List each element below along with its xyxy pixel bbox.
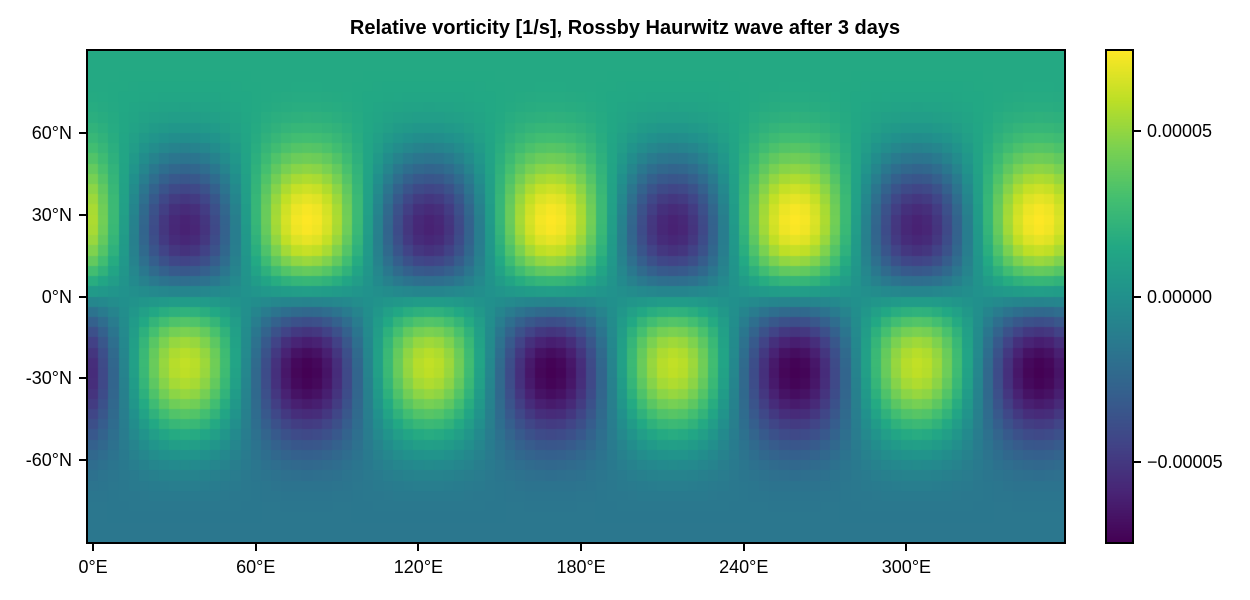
colorbar-gradient (1107, 51, 1132, 542)
y-tick-mark (79, 213, 86, 216)
y-tick-label: 30°N (31, 204, 72, 225)
x-tick-label: 0°E (78, 557, 108, 577)
x-tick-mark (905, 544, 908, 551)
colorbar-tick-label: −0.00005 (1147, 451, 1223, 472)
heatmap-canvas (88, 51, 1064, 542)
y-tick-mark (79, 459, 86, 462)
chart-title: Relative vorticity [1/s], Rossby Haurwit… (349, 17, 901, 39)
y-tick-label: 60°N (31, 122, 72, 143)
x-tick-mark (92, 544, 95, 551)
y-tick-mark (79, 377, 86, 380)
x-tick-label: 60°E (236, 557, 276, 577)
colorbar-tick-mark (1134, 295, 1141, 298)
y-tick-label: -30°N (25, 368, 72, 389)
y-tick-label: -60°N (25, 450, 72, 471)
x-tick-mark (254, 544, 257, 551)
x-tick-mark (742, 544, 745, 551)
x-tick-label: 180°E (556, 557, 606, 577)
colorbar-tick-label: 0.00005 (1147, 121, 1213, 142)
colorbar-tick-mark (1134, 130, 1141, 133)
x-tick-label: 240°E (719, 557, 769, 577)
y-tick-label: 0°N (41, 286, 72, 307)
x-tick-label: 120°E (393, 557, 444, 577)
x-tick-mark (580, 544, 583, 551)
x-tick-mark (417, 544, 420, 551)
colorbar-tick-mark (1134, 460, 1141, 463)
x-tick-label: 300°E (881, 557, 932, 577)
y-tick-mark (79, 131, 86, 134)
plot-frame (86, 49, 1066, 544)
colorbar-tick-label: 0.00000 (1147, 286, 1213, 307)
colorbar (1105, 49, 1134, 544)
y-tick-mark (79, 295, 86, 298)
